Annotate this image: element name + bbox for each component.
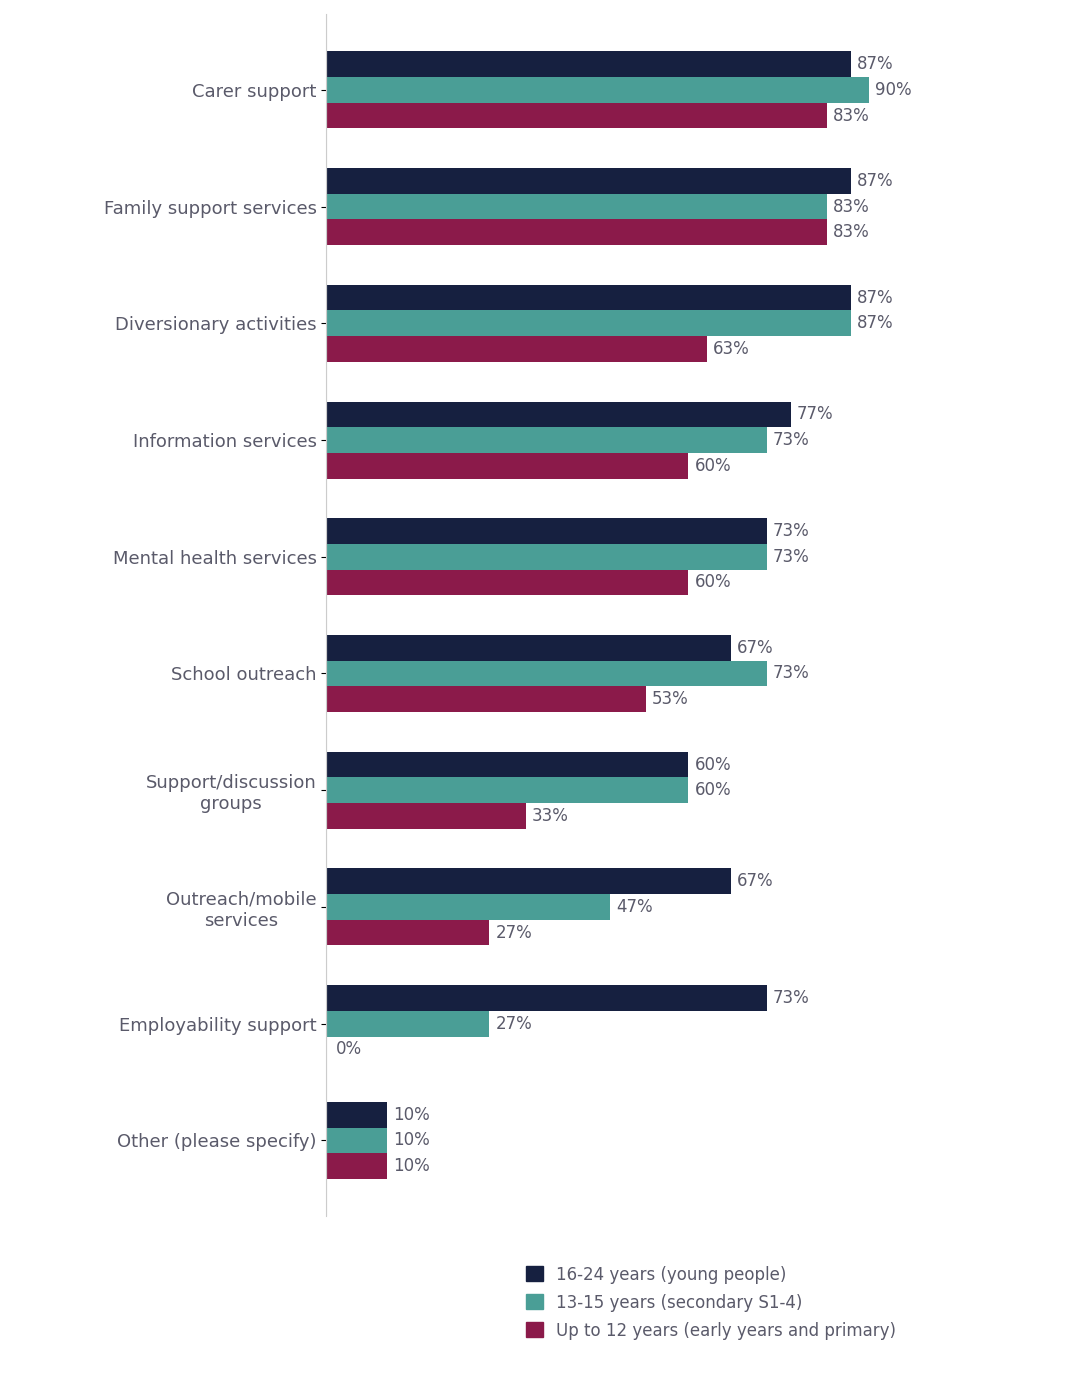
Bar [326, 777, 689, 802]
Text: 83%: 83% [833, 197, 870, 215]
Bar [326, 428, 767, 453]
Text: 73%: 73% [772, 664, 809, 682]
Bar [326, 986, 767, 1011]
Text: 67%: 67% [737, 639, 774, 657]
Bar [326, 920, 490, 945]
Text: 60%: 60% [694, 781, 731, 800]
Bar [326, 219, 827, 245]
Bar [326, 168, 851, 194]
Text: 87%: 87% [857, 172, 894, 190]
Text: 33%: 33% [532, 807, 568, 825]
Text: 87%: 87% [857, 288, 894, 306]
Bar [326, 1128, 386, 1153]
Bar [326, 544, 767, 569]
Bar [326, 635, 731, 661]
Bar [326, 802, 526, 829]
Text: 47%: 47% [616, 898, 653, 916]
Text: 53%: 53% [652, 691, 689, 709]
Text: 90%: 90% [876, 81, 912, 99]
Bar [326, 1102, 386, 1128]
Text: 77%: 77% [798, 405, 833, 424]
Bar [326, 285, 851, 310]
Text: 60%: 60% [694, 457, 731, 475]
Bar [326, 895, 610, 920]
Bar [326, 569, 689, 596]
Bar [326, 686, 646, 712]
Text: 0%: 0% [335, 1040, 361, 1058]
Text: 67%: 67% [737, 872, 774, 891]
Text: 73%: 73% [772, 988, 809, 1007]
Legend: 16-24 years (young people), 13-15 years (secondary S1-4), Up to 12 years (early : 16-24 years (young people), 13-15 years … [520, 1258, 903, 1346]
Text: 27%: 27% [495, 924, 532, 942]
Text: 83%: 83% [833, 224, 870, 242]
Text: 87%: 87% [857, 55, 894, 73]
Bar [326, 77, 869, 102]
Text: 60%: 60% [694, 573, 731, 591]
Bar [326, 102, 827, 129]
Bar [326, 519, 767, 544]
Text: 10%: 10% [393, 1106, 430, 1124]
Text: 27%: 27% [495, 1015, 532, 1033]
Bar [326, 453, 689, 478]
Bar [326, 52, 851, 77]
Bar [326, 310, 851, 336]
Text: 73%: 73% [772, 548, 809, 566]
Text: 83%: 83% [833, 106, 870, 124]
Bar [326, 194, 827, 219]
Bar [326, 336, 706, 362]
Bar [326, 401, 791, 428]
Bar [326, 1153, 386, 1179]
Bar [326, 661, 767, 686]
Text: 63%: 63% [713, 340, 750, 358]
Text: 60%: 60% [694, 755, 731, 773]
Bar [326, 868, 731, 895]
Text: 87%: 87% [857, 315, 894, 333]
Bar [326, 752, 689, 777]
Text: 73%: 73% [772, 431, 809, 449]
Text: 10%: 10% [393, 1158, 430, 1176]
Text: 10%: 10% [393, 1131, 430, 1149]
Text: 73%: 73% [772, 521, 809, 540]
Bar [326, 1011, 490, 1036]
